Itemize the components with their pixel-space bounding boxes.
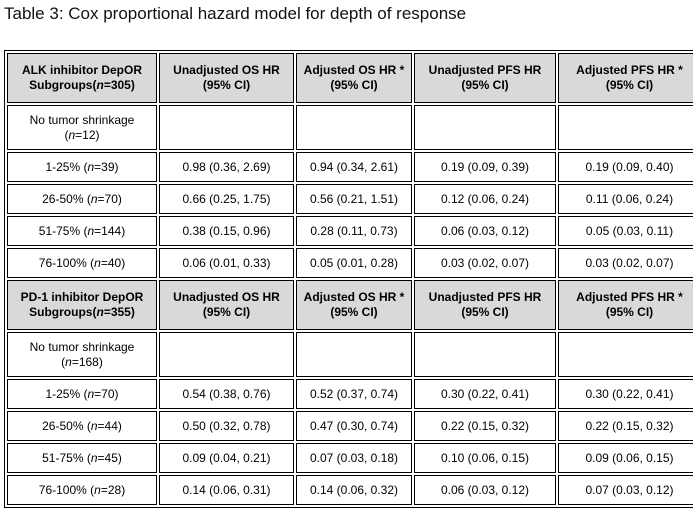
- hr-cell: 0.09 (0.06, 0.15): [558, 443, 693, 473]
- header-cell: ALK inhibitor DepOR Subgroups(n=305): [7, 53, 157, 103]
- data-row: No tumor shrinkage (n=168): [7, 332, 693, 377]
- hr-cell: 0.10 (0.06, 0.15): [414, 443, 556, 473]
- row-label: 76-100% (n=40): [7, 248, 157, 278]
- hr-cell: [414, 105, 556, 150]
- hr-cell: 0.06 (0.03, 0.12): [414, 475, 556, 505]
- hr-cell: 0.98 (0.36, 2.69): [159, 152, 294, 182]
- hr-cell: 0.05 (0.01, 0.28): [296, 248, 412, 278]
- hr-cell: 0.19 (0.09, 0.40): [558, 152, 693, 182]
- header-cell: Unadjusted OS HR (95% CI): [159, 53, 294, 103]
- data-row: 51-75% (n=45) 0.09 (0.04, 0.21) 0.07 (0.03…: [7, 443, 693, 473]
- hr-cell: 0.14 (0.06, 0.31): [159, 475, 294, 505]
- row-label: 76-100% (n=28): [7, 475, 157, 505]
- row-label: 51-75% (n=45): [7, 443, 157, 473]
- hr-cell: [296, 332, 412, 377]
- hr-cell: [296, 105, 412, 150]
- row-label: 1-25% (n=70): [7, 379, 157, 409]
- hr-cell: 0.06 (0.03, 0.12): [414, 216, 556, 246]
- data-row: No tumor shrinkage (n=12): [7, 105, 693, 150]
- hr-cell: 0.30 (0.22, 0.41): [414, 379, 556, 409]
- hr-cell: 0.56 (0.21, 1.51): [296, 184, 412, 214]
- header-row: ALK inhibitor DepOR Subgroups(n=305) Unad…: [7, 53, 693, 103]
- header-cell: Unadjusted PFS HR (95% CI): [414, 280, 556, 330]
- data-row: 51-75% (n=144) 0.38 (0.15, 0.96) 0.28 (0.1…: [7, 216, 693, 246]
- hr-cell: 0.09 (0.04, 0.21): [159, 443, 294, 473]
- data-row: 76-100% (n=28) 0.14 (0.06, 0.31) 0.14 (0.0…: [7, 475, 693, 505]
- hr-cell: 0.47 (0.30, 0.74): [296, 411, 412, 441]
- data-row: 1-25% (n=39) 0.98 (0.36, 2.69) 0.94 (0.34,…: [7, 152, 693, 182]
- header-cell: Unadjusted PFS HR (95% CI): [414, 53, 556, 103]
- hr-cell: [414, 332, 556, 377]
- hr-cell: 0.22 (0.15, 0.32): [414, 411, 556, 441]
- hr-cell: 0.38 (0.15, 0.96): [159, 216, 294, 246]
- row-label: No tumor shrinkage (n=12): [7, 105, 157, 150]
- data-row: 26-50% (n=70) 0.66 (0.25, 1.75) 0.56 (0.21…: [7, 184, 693, 214]
- hr-cell: 0.52 (0.37, 0.74): [296, 379, 412, 409]
- table-title: Table 3: Cox proportional hazard model f…: [4, 4, 467, 23]
- row-label: No tumor shrinkage (n=168): [7, 332, 157, 377]
- hr-cell: 0.05 (0.03, 0.11): [558, 216, 693, 246]
- row-label: 26-50% (n=44): [7, 411, 157, 441]
- row-label: 26-50% (n=70): [7, 184, 157, 214]
- header-row: PD-1 inhibitor DepOR Subgroups(n=355) Una…: [7, 280, 693, 330]
- row-label: 1-25% (n=39): [7, 152, 157, 182]
- header-cell: Adjusted PFS HR *(95% CI): [558, 53, 693, 103]
- hr-cell: 0.66 (0.25, 1.75): [159, 184, 294, 214]
- hr-cell: 0.22 (0.15, 0.32): [558, 411, 693, 441]
- hazard-table: ALK inhibitor DepOR Subgroups(n=305) Unad…: [4, 50, 693, 508]
- hr-cell: [159, 105, 294, 150]
- hr-cell: 0.07 (0.03, 0.18): [296, 443, 412, 473]
- hr-cell: 0.54 (0.38, 0.76): [159, 379, 294, 409]
- data-row: 26-50% (n=44) 0.50 (0.32, 0.78) 0.47 (0.30…: [7, 411, 693, 441]
- hr-cell: 0.30 (0.22, 0.41): [558, 379, 693, 409]
- hr-cell: 0.28 (0.11, 0.73): [296, 216, 412, 246]
- header-cell: Adjusted OS HR *(95% CI): [296, 280, 412, 330]
- hr-cell: [159, 332, 294, 377]
- hr-cell: 0.14 (0.06, 0.32): [296, 475, 412, 505]
- header-cell: Unadjusted OS HR (95% CI): [159, 280, 294, 330]
- header-cell: PD-1 inhibitor DepOR Subgroups(n=355): [7, 280, 157, 330]
- hr-cell: 0.11 (0.06, 0.24): [558, 184, 693, 214]
- row-label: 51-75% (n=144): [7, 216, 157, 246]
- hr-cell: 0.94 (0.34, 2.61): [296, 152, 412, 182]
- hr-cell: [558, 332, 693, 377]
- hr-cell: 0.19 (0.09, 0.39): [414, 152, 556, 182]
- data-row: 76-100% (n=40) 0.06 (0.01, 0.33) 0.05 (0.0…: [7, 248, 693, 278]
- header-cell: Adjusted OS HR *(95% CI): [296, 53, 412, 103]
- hr-cell: 0.50 (0.32, 0.78): [159, 411, 294, 441]
- hr-cell: 0.12 (0.06, 0.24): [414, 184, 556, 214]
- hr-cell: 0.03 (0.02, 0.07): [558, 248, 693, 278]
- header-cell: Adjusted PFS HR *(95% CI): [558, 280, 693, 330]
- hr-cell: [558, 105, 693, 150]
- hr-cell: 0.06 (0.01, 0.33): [159, 248, 294, 278]
- data-row: 1-25% (n=70) 0.54 (0.38, 0.76) 0.52 (0.37,…: [7, 379, 693, 409]
- hr-cell: 0.07 (0.03, 0.12): [558, 475, 693, 505]
- hr-cell: 0.03 (0.02, 0.07): [414, 248, 556, 278]
